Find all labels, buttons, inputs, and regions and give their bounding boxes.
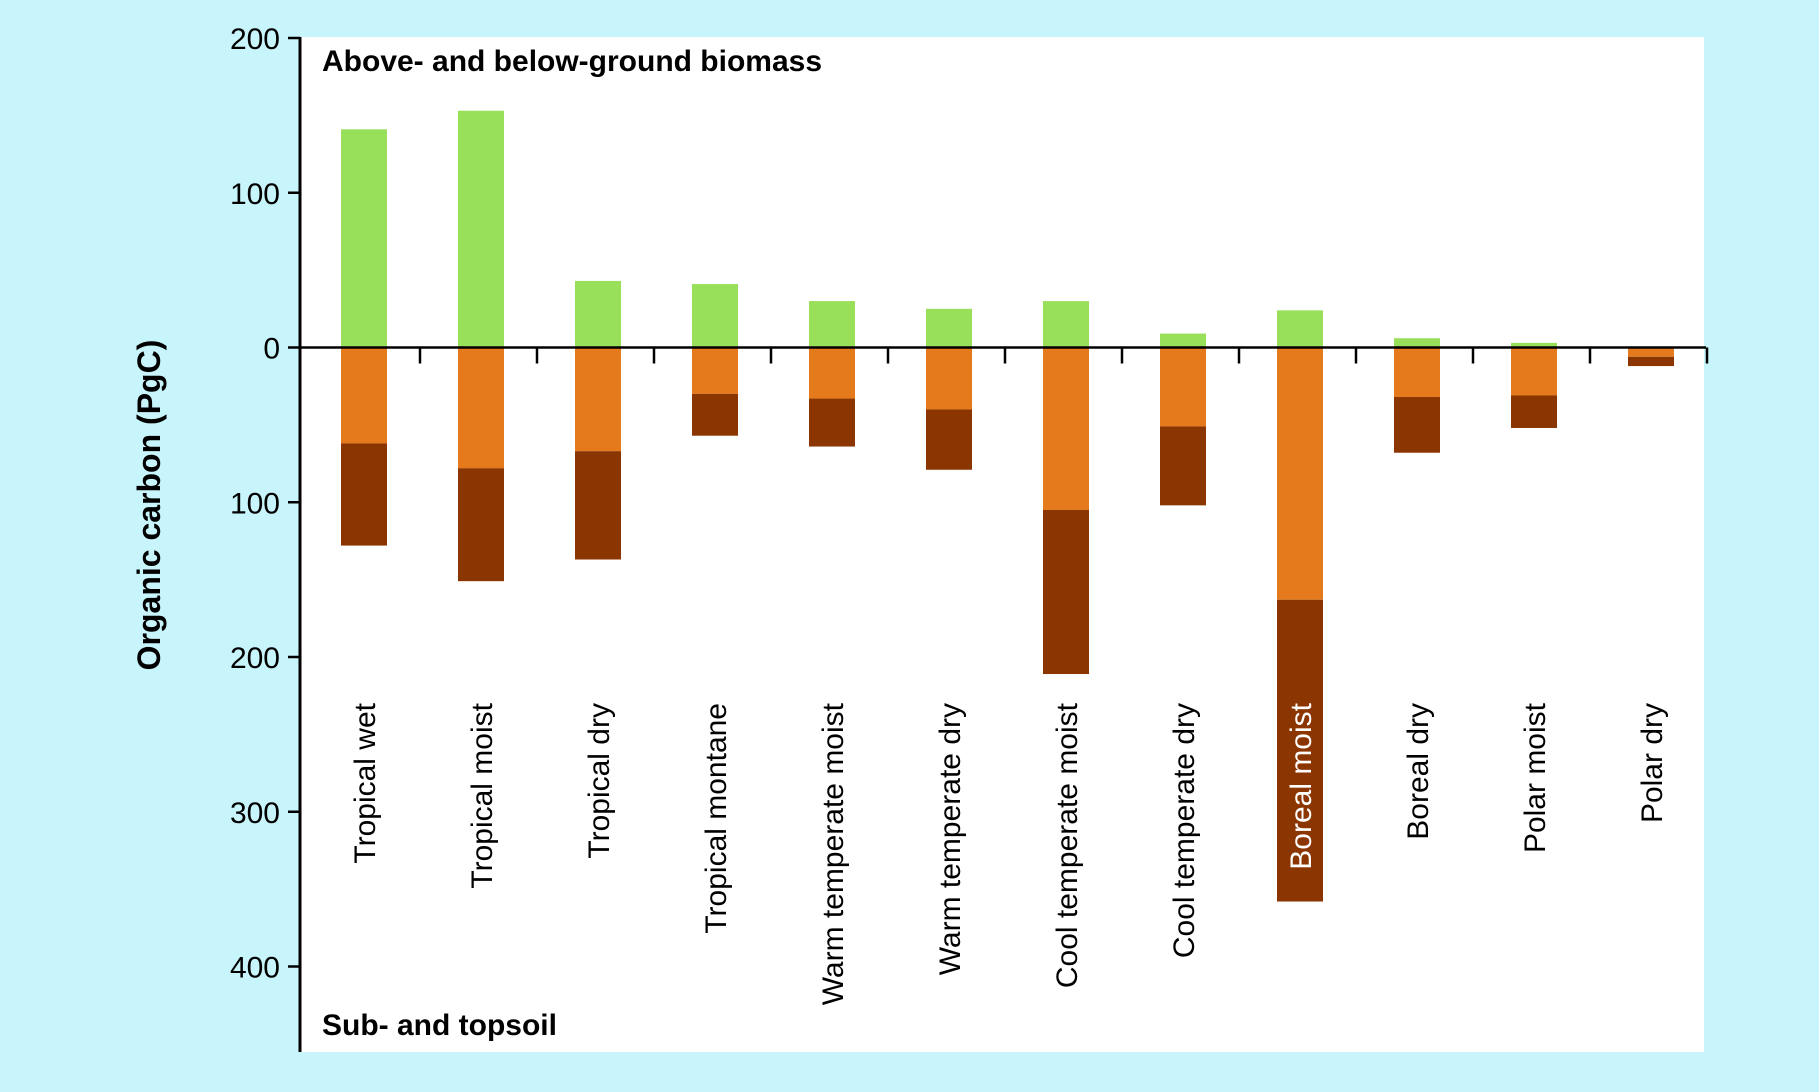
category-label: Cool temperate dry bbox=[1168, 703, 1201, 958]
bar-biomass bbox=[809, 301, 855, 348]
bar-biomass bbox=[1394, 338, 1440, 348]
bar-subsoil bbox=[575, 451, 621, 560]
bar-subsoil bbox=[1160, 426, 1206, 506]
category-label: Polar dry bbox=[1636, 703, 1669, 823]
y-tick-label: 100 bbox=[230, 487, 280, 520]
category-label: Tropical moist bbox=[466, 702, 499, 888]
category-label: Warm temperate moist bbox=[817, 702, 850, 1005]
bar-subsoil bbox=[692, 393, 738, 436]
bar-topsoil bbox=[1160, 347, 1206, 427]
category-label: Tropical montane bbox=[700, 703, 733, 934]
bar-subsoil bbox=[458, 468, 504, 582]
y-tick-label: 0 bbox=[263, 333, 280, 366]
category-label: Polar moist bbox=[1519, 702, 1552, 853]
bar-topsoil bbox=[1394, 347, 1440, 398]
bar-biomass bbox=[341, 129, 387, 348]
x-axis-ticks bbox=[418, 347, 1709, 364]
y-tick-label: 200 bbox=[230, 23, 280, 56]
y-tick-label: 200 bbox=[230, 642, 280, 675]
category-label: Boreal dry bbox=[1402, 703, 1435, 840]
category-labels: Tropical wet Tropical moist Tropical dry Tr… bbox=[349, 702, 1669, 1005]
bar-biomass bbox=[458, 110, 504, 348]
bar-topsoil bbox=[926, 347, 972, 410]
y-tick-label: 100 bbox=[230, 178, 280, 211]
bar-topsoil bbox=[692, 347, 738, 394]
bar-subsoil bbox=[1511, 395, 1557, 428]
bar-subsoil bbox=[1277, 599, 1323, 902]
bar-biomass bbox=[926, 308, 972, 348]
bar-subsoil bbox=[926, 409, 972, 470]
bar-biomass bbox=[1043, 301, 1089, 348]
y-tick-label: 300 bbox=[230, 797, 280, 830]
bar-biomass bbox=[1511, 342, 1557, 348]
bar-subsoil bbox=[1394, 397, 1440, 453]
category-label: Tropical wet bbox=[349, 702, 382, 863]
bottom-annotation: Sub- and topsoil bbox=[322, 1009, 557, 1042]
plot-background bbox=[300, 37, 1704, 1052]
top-annotation: Above- and below-ground biomass bbox=[322, 45, 822, 78]
y-axis-title: Organic carbon (PgC) bbox=[131, 340, 167, 671]
bar-topsoil bbox=[809, 347, 855, 399]
bar-topsoil bbox=[1628, 347, 1674, 357]
category-label: Cool temperate moist bbox=[1051, 702, 1084, 988]
y-axis-ticks: 200 100 0 100 200 300 400 bbox=[230, 23, 300, 985]
bars bbox=[341, 110, 1674, 902]
bar-biomass bbox=[575, 280, 621, 348]
bar-topsoil bbox=[1277, 347, 1323, 600]
bar-biomass bbox=[1277, 310, 1323, 348]
bar-topsoil bbox=[458, 347, 504, 469]
y-tick-label: 400 bbox=[230, 952, 280, 985]
bar-topsoil bbox=[341, 347, 387, 444]
bar-subsoil bbox=[341, 443, 387, 546]
bar-topsoil bbox=[1511, 347, 1557, 396]
bar-topsoil bbox=[1043, 347, 1089, 510]
bar-biomass bbox=[1160, 333, 1206, 348]
category-label: Boreal moist bbox=[1285, 702, 1318, 869]
category-label: Warm temperate dry bbox=[934, 703, 967, 975]
bar-subsoil bbox=[1043, 509, 1089, 675]
bar-subsoil bbox=[809, 398, 855, 447]
bar-topsoil bbox=[575, 347, 621, 452]
bar-subsoil bbox=[1628, 356, 1674, 367]
bar-biomass bbox=[692, 284, 738, 348]
category-label: Tropical dry bbox=[583, 703, 616, 859]
